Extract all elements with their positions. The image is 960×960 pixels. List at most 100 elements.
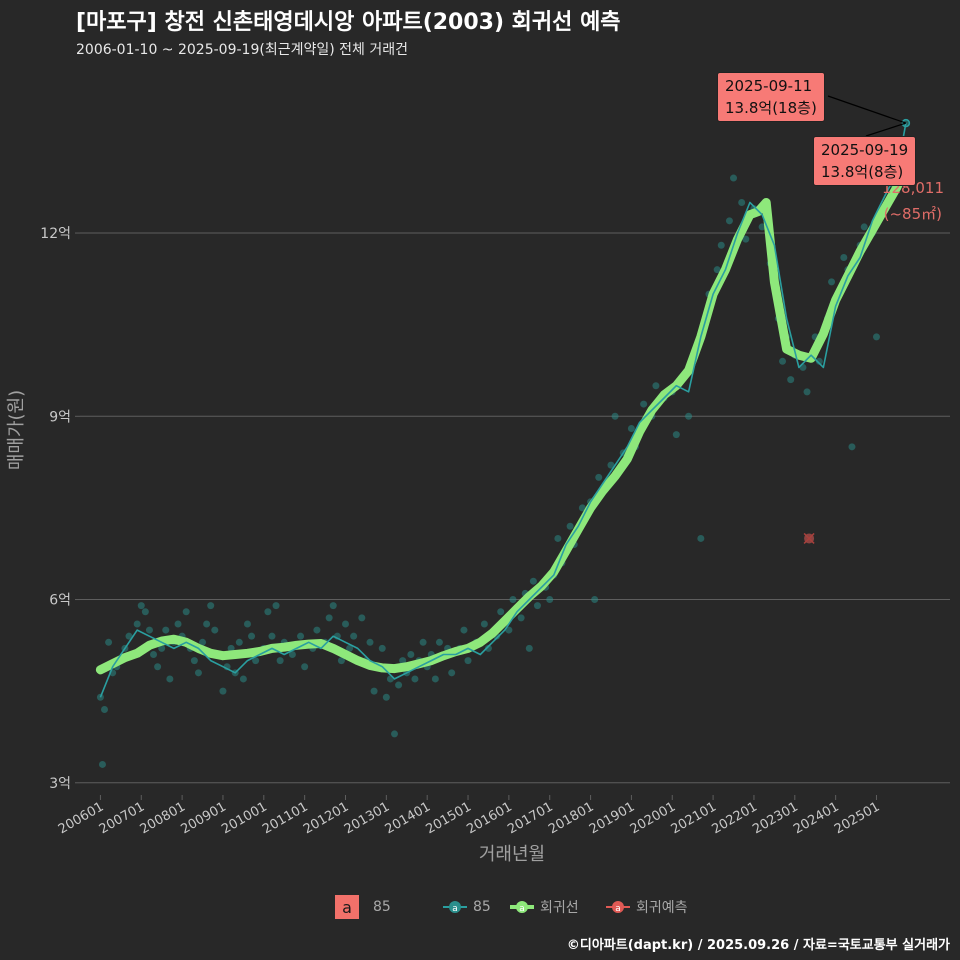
scatter-point <box>391 730 399 738</box>
scatter-point <box>509 596 517 604</box>
x-tick-label: 201201 <box>301 799 351 837</box>
legend-label: 회귀선 <box>540 900 579 916</box>
svg-text:a: a <box>452 904 458 914</box>
scatter-point <box>125 632 133 640</box>
x-axis-ticks: 2006012007012008012009012010012011012012… <box>56 795 882 837</box>
x-tick-label: 202201 <box>709 799 759 837</box>
scatter-point <box>268 632 276 640</box>
x-tick-label: 201301 <box>342 799 392 837</box>
scatter-point <box>828 278 836 286</box>
y-tick-label: 6억 <box>49 593 71 609</box>
legend-item-prediction: a 회귀예측 <box>606 894 688 920</box>
scatter-point <box>203 620 211 628</box>
scatter-point <box>378 644 386 652</box>
prediction-markers <box>803 118 911 544</box>
scatter-point <box>525 644 533 652</box>
y-axis-label: 매매가(원) <box>6 390 27 470</box>
scatter-point <box>154 663 162 671</box>
svg-text:a: a <box>615 904 621 914</box>
callout-leader-line <box>827 95 907 124</box>
regression-key-icon: a <box>510 901 534 914</box>
scatter-point <box>239 675 247 683</box>
x-tick-label: 200901 <box>178 799 228 837</box>
x-tick-label: 201901 <box>587 799 637 837</box>
x-tick-label: 201501 <box>424 799 474 837</box>
scatter-point <box>199 638 207 646</box>
legend-label: 회귀예측 <box>636 900 688 916</box>
y-tick-label: 3억 <box>49 776 71 792</box>
scatter-point <box>211 626 219 634</box>
scatter-point <box>98 760 106 768</box>
scatter-point <box>431 675 439 683</box>
scatter-point <box>341 620 349 628</box>
callout-latest-1: 2025-09-11 13.8억(18층) <box>717 72 825 122</box>
scatter-point <box>517 614 525 622</box>
legend: a 85 a 85 a 회귀선 a 회귀예측 <box>0 894 960 920</box>
callout-latest-2: 2025-09-19 13.8억(8층) <box>813 136 917 186</box>
scatter-point <box>758 223 766 231</box>
scatter-point <box>194 669 202 677</box>
x-tick-label: 201401 <box>383 799 433 837</box>
scatter-point <box>554 534 562 542</box>
scatter-point <box>313 626 321 634</box>
callout-date: 2025-09-19 <box>821 141 909 159</box>
grid-lines <box>80 232 950 784</box>
scatter-point <box>182 608 190 616</box>
legend-item-regression: a 회귀선 <box>510 894 579 920</box>
scatter-point <box>815 357 823 365</box>
scatter-point <box>407 651 415 659</box>
scatter-point <box>325 614 333 622</box>
x-tick-label: 200701 <box>97 799 147 837</box>
scatter-point <box>860 223 868 231</box>
scatter-point <box>872 333 880 341</box>
callout-leaders <box>827 95 907 137</box>
prediction-key-icon: a <box>606 901 630 914</box>
trend-line-path <box>99 122 907 698</box>
scatter-point <box>166 675 174 683</box>
scatter-point <box>227 644 235 652</box>
x-tick-label: 201601 <box>464 799 514 837</box>
scatter-point <box>137 602 145 610</box>
x-tick-label: 202401 <box>791 799 841 837</box>
scatter-point <box>366 638 374 646</box>
prediction-cross <box>803 532 815 544</box>
x-tick-label: 201801 <box>546 799 596 837</box>
scatter-point <box>358 614 366 622</box>
scatter-point <box>235 638 243 646</box>
x-tick-label: 202101 <box>669 799 719 837</box>
x-tick-label: 201701 <box>505 799 555 837</box>
scatter-point <box>276 657 284 665</box>
scatter-point <box>162 626 170 634</box>
scatter-point <box>370 687 378 695</box>
scatter-point <box>627 425 635 432</box>
scatter-point <box>448 669 456 677</box>
y-axis-ticks: 3억 6억 9억 12억 <box>40 226 80 792</box>
x-tick-label: 202001 <box>628 799 678 837</box>
callout-leader-line <box>865 122 907 137</box>
legend-item-area: a 85 <box>335 894 391 920</box>
callout-date: 2025-09-11 <box>725 77 813 95</box>
latest-point <box>901 118 911 128</box>
scatter-point <box>190 657 198 665</box>
legend-label: 85 <box>473 899 491 915</box>
x-tick-label: 200601 <box>56 799 106 837</box>
y-tick-label: 12억 <box>40 226 71 242</box>
y-tick-label: 9억 <box>49 409 71 425</box>
scatter-point <box>672 431 680 439</box>
x-tick-label: 201001 <box>219 799 269 837</box>
scatter-point <box>505 626 513 634</box>
scatter-point <box>607 461 615 469</box>
scatter-point <box>546 596 554 604</box>
scatter-point <box>713 266 721 274</box>
scatter-point <box>150 651 158 659</box>
scatter-point <box>329 602 337 610</box>
x-axis-label: 거래년월 <box>479 844 545 865</box>
scatter-point <box>566 522 574 530</box>
scatter-point <box>297 632 305 640</box>
scatter-point <box>717 241 725 249</box>
scatter-point <box>529 577 537 585</box>
scatter-point <box>460 626 468 634</box>
scatter-point <box>382 693 390 701</box>
chart-subtitle: 2006-01-10 ~ 2025-09-19(최근계약일) 전체 거래건 <box>76 42 408 58</box>
scatter-point <box>207 602 215 610</box>
